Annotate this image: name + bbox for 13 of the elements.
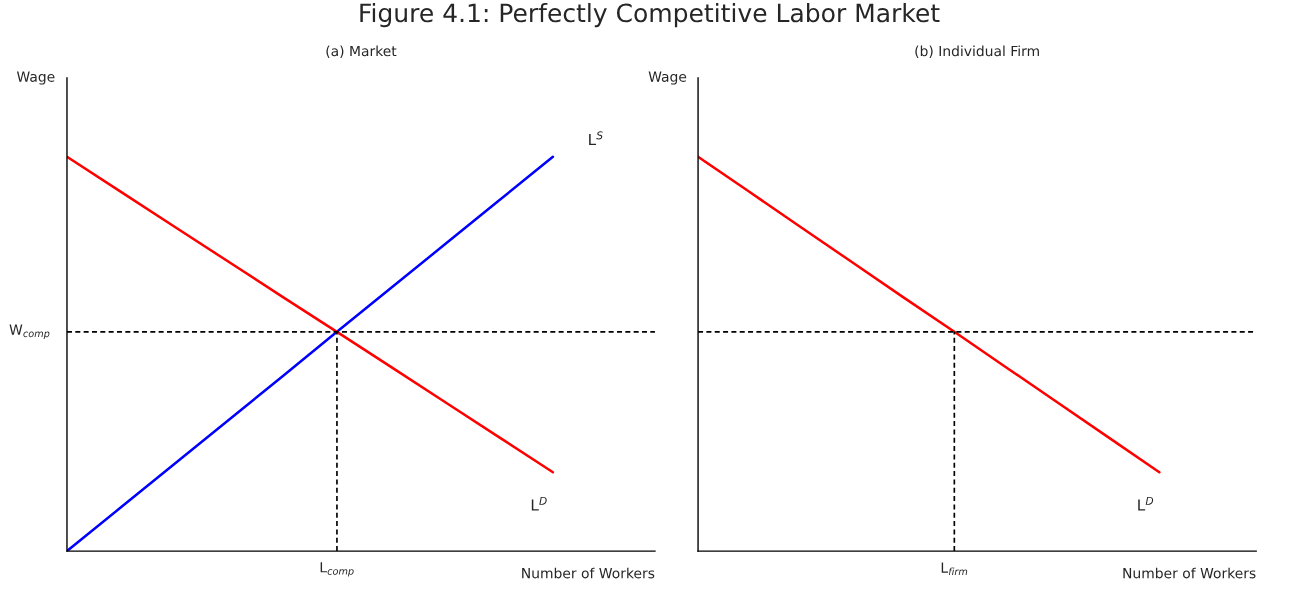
- x-axis-title: Number of Workers: [522, 567, 655, 579]
- chart-subtitle: (b) Individual Firm: [915, 45, 1039, 58]
- text: L$_{firm}$: [941, 562, 968, 576]
- series-label: L$^{D}$: [1138, 496, 1154, 511]
- y-axis-title: Wage: [648, 71, 687, 85]
- text: Figure 4.1: Perfectly Competitive Labor Market: [360, 2, 940, 28]
- text: L$^{S}$: [589, 131, 603, 146]
- ref-line-label: W$_{comp}$: [9, 324, 50, 340]
- y-axis-title: Wage: [16, 71, 55, 85]
- x-axis-title: Number of Workers: [1123, 567, 1256, 579]
- chart-subtitle: (a) Market: [326, 45, 397, 58]
- text: L$_{comp}$: [320, 562, 354, 577]
- series-label: L$^{D}$: [531, 496, 547, 511]
